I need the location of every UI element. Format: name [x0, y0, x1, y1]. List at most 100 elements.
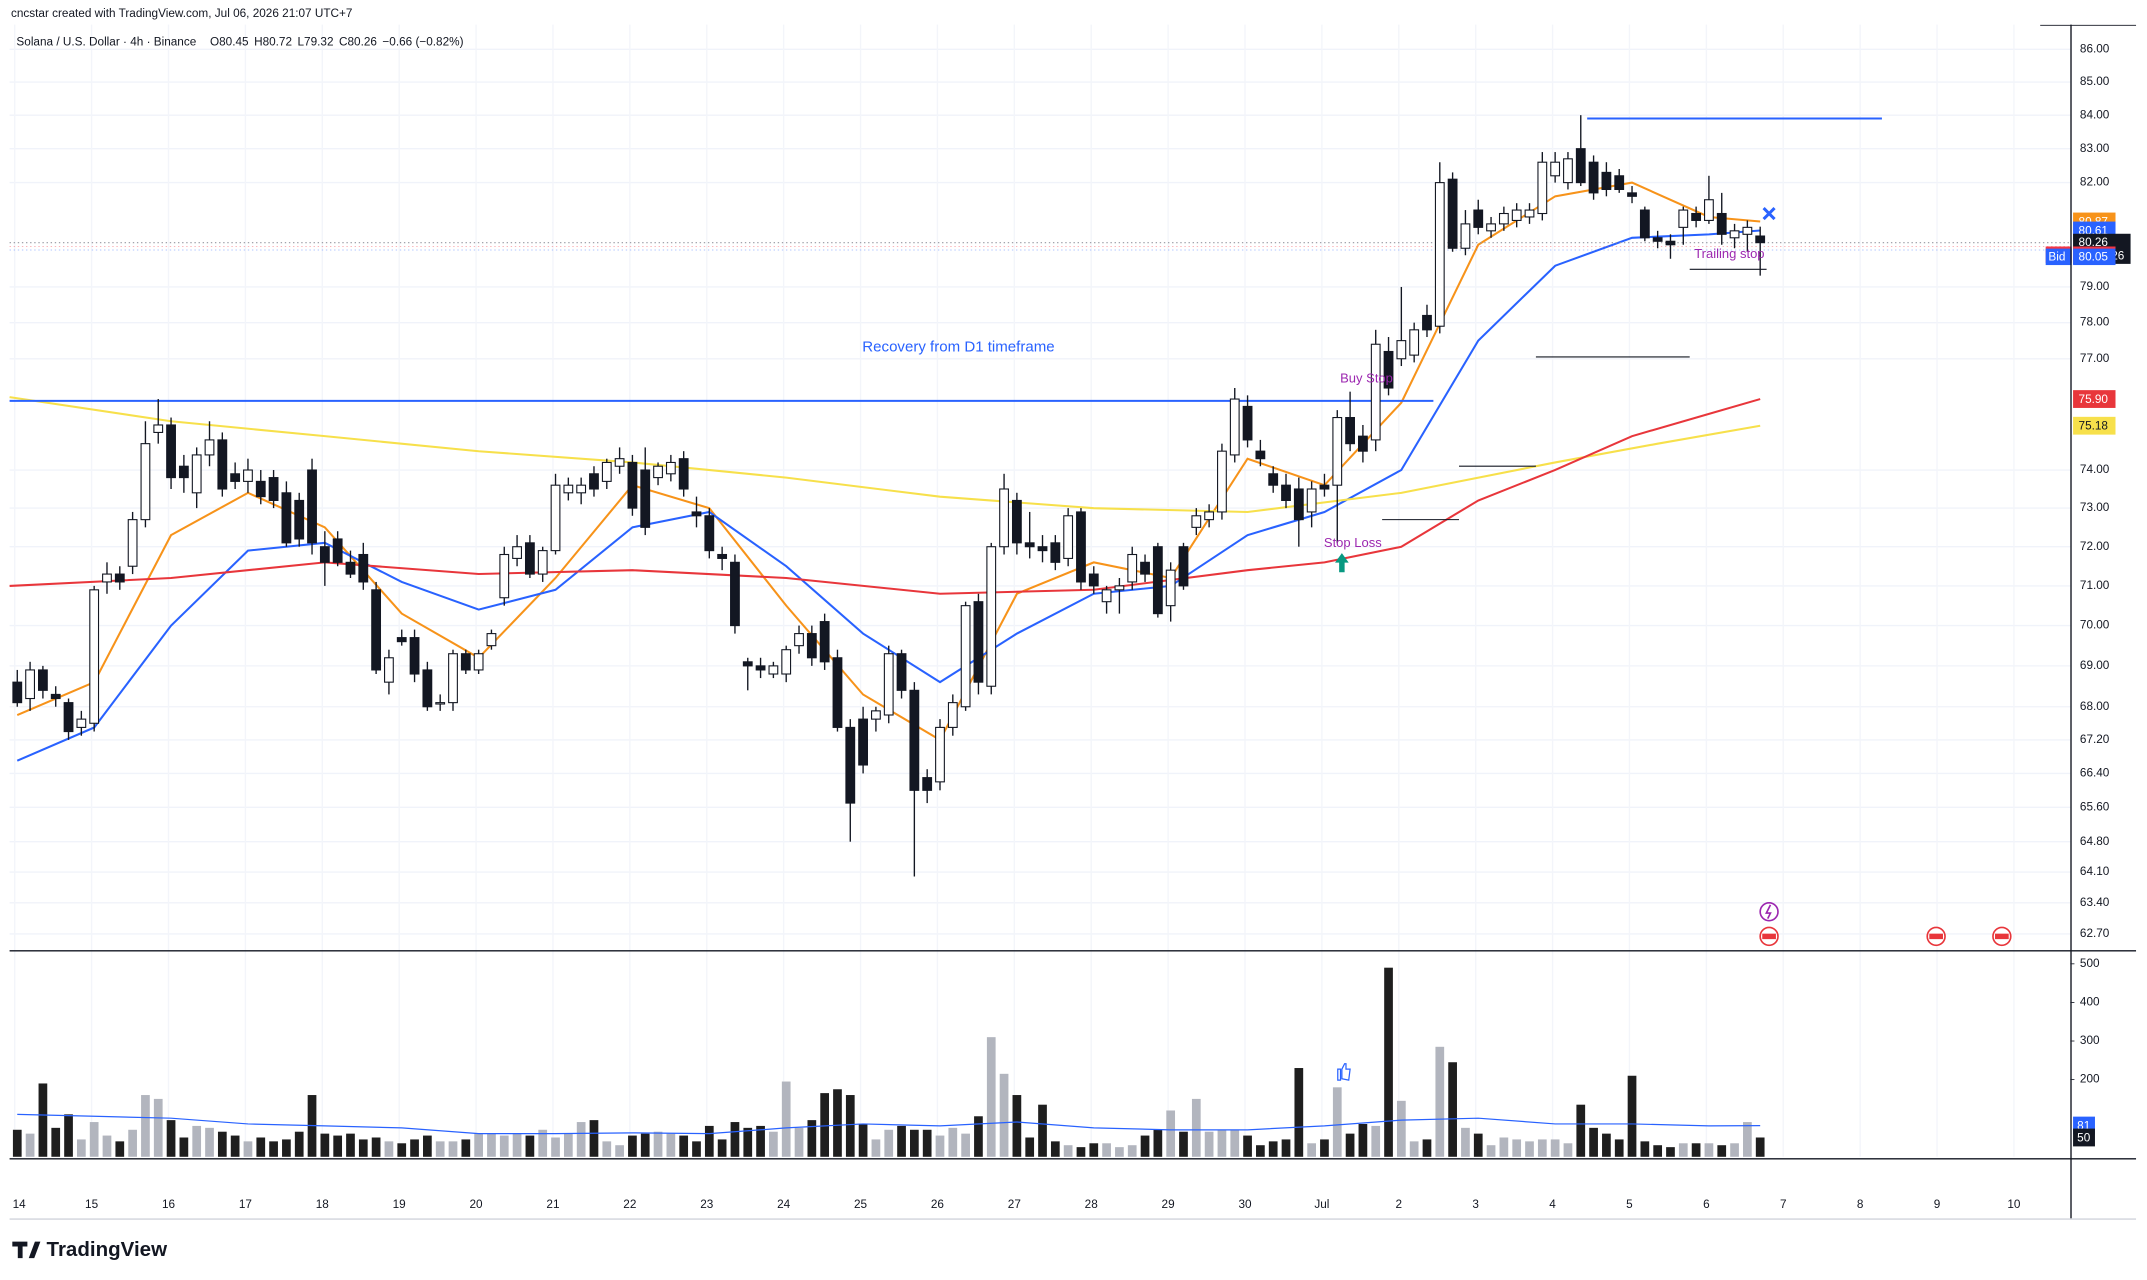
volume-bar: [756, 1125, 765, 1157]
y-tick-label: 200: [2080, 1073, 2100, 1086]
candle-body: [678, 458, 689, 490]
candle-body: [832, 657, 843, 728]
flag-glyph: [1995, 933, 2009, 940]
volume-bar: [89, 1122, 99, 1157]
volume-bar: [781, 1081, 791, 1157]
x-tick-label: 18: [316, 1198, 330, 1211]
x-tick-label: Jul: [1314, 1198, 1329, 1211]
volume-bar: [1614, 1139, 1624, 1157]
candle-body: [717, 553, 728, 559]
volume-bar: [1076, 1147, 1086, 1157]
volume-bar: [230, 1135, 240, 1157]
volume-bar: [1678, 1143, 1688, 1157]
y-tick-label: 74.00: [2080, 463, 2110, 476]
layers: 86.00 85.00 84.00 83.00 82.00 79.00 78.00 77.00…: [9, 24, 2131, 1211]
candle-body: [691, 511, 702, 517]
volume-bar: [615, 1145, 624, 1157]
candle-body: [1563, 158, 1573, 184]
candle-body: [1524, 209, 1535, 218]
volume-bar: [653, 1131, 663, 1157]
x-tick-label: 21: [546, 1198, 559, 1211]
ohlc-key: H: [254, 36, 263, 49]
event-icon[interactable]: [1759, 902, 1779, 922]
candle-body: [345, 561, 356, 575]
candle-body: [1729, 230, 1740, 239]
volume-bar: [128, 1129, 137, 1157]
candle-body: [973, 601, 984, 683]
volume-bar: [1332, 1087, 1342, 1157]
volume-bar: [487, 1133, 496, 1157]
candle-body: [589, 473, 599, 490]
y-tick-label: 71.00: [2080, 579, 2110, 592]
candle-body: [1409, 329, 1420, 356]
volume-bar: [166, 1120, 176, 1157]
logo-text: TradingView: [47, 1238, 168, 1261]
volume-bar: [1704, 1143, 1714, 1157]
candle-body: [1101, 589, 1112, 603]
candle-body: [1639, 209, 1650, 239]
candle-body: [1473, 209, 1484, 228]
volume-bar: [986, 1037, 996, 1157]
volume-bar: [1191, 1098, 1201, 1157]
quote-name: Bid: [2048, 251, 2065, 264]
volume-bar: [153, 1098, 163, 1157]
x-tick-label: 9: [1934, 1198, 1941, 1211]
candle-body: [653, 465, 663, 479]
candle-body: [319, 546, 330, 563]
volume-bar: [897, 1125, 906, 1157]
volume-bar: [563, 1133, 573, 1157]
volume-bar: [1166, 1110, 1176, 1157]
volume-bar: [192, 1125, 202, 1157]
volume-bar: [1179, 1131, 1188, 1157]
volume-bar: [910, 1129, 919, 1157]
event-icon-glyph: [1765, 904, 1772, 919]
volume-bar: [397, 1143, 407, 1157]
candle-body: [1383, 350, 1394, 389]
x-tick-label: 15: [85, 1198, 99, 1211]
volume-bar: [269, 1141, 278, 1157]
candle-body: [1652, 237, 1663, 242]
volume-bar: [961, 1133, 970, 1157]
candle-body: [1601, 171, 1612, 191]
x-tick-label: 4: [1549, 1198, 1556, 1211]
volume-bar: [576, 1122, 586, 1157]
volume-bar: [1627, 1075, 1637, 1157]
candle-body: [768, 665, 779, 675]
x-tick-label: 20: [470, 1198, 484, 1211]
volume-bar: [1755, 1137, 1765, 1157]
volume-bar: [845, 1095, 855, 1157]
candle-body: [1050, 542, 1061, 563]
volume-bar: [243, 1141, 253, 1157]
volume-bar: [410, 1139, 419, 1157]
candle-body: [1076, 511, 1086, 583]
price-tag-label: 75.90: [2079, 393, 2109, 406]
ohlc-key: C: [339, 36, 348, 49]
x-tick-label: 7: [1780, 1198, 1787, 1211]
y-tick-label: 67.20: [2080, 733, 2110, 746]
x-tick-label: 24: [777, 1198, 791, 1211]
candle-body: [166, 424, 176, 479]
x-tick-label: 5: [1626, 1198, 1633, 1211]
candle-body: [1255, 450, 1266, 460]
y-tick-label: 70.00: [2080, 619, 2110, 632]
volume-bar: [499, 1135, 509, 1157]
volume-bar: [1371, 1125, 1381, 1157]
flag-glyph: [1762, 933, 1776, 940]
volume-bar: [371, 1137, 381, 1157]
candle-body: [255, 480, 266, 498]
volume-bar: [461, 1139, 471, 1157]
candle-body: [999, 488, 1009, 548]
volume-bar: [1422, 1139, 1432, 1157]
candle-body: [1357, 435, 1368, 452]
volume-bar: [1140, 1135, 1150, 1157]
candle-body: [819, 621, 830, 663]
candle-body: [1704, 199, 1714, 221]
candle-body: [1088, 573, 1099, 587]
candle-body: [563, 484, 574, 494]
volume-bar: [602, 1141, 612, 1157]
candle-body: [1550, 161, 1561, 177]
price-tag: [2073, 390, 2116, 408]
volume-bar: [922, 1129, 932, 1157]
